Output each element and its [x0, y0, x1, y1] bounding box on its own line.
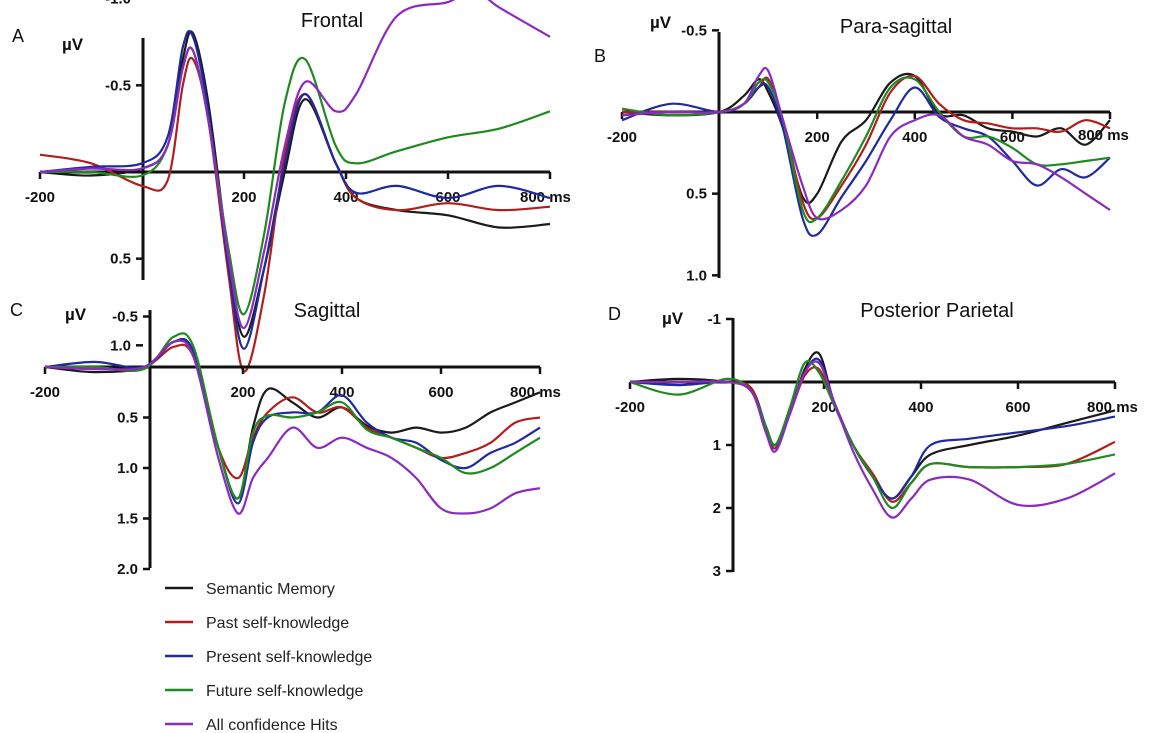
panel-letter: B [594, 46, 606, 66]
y-tick-label: -1 [708, 311, 721, 328]
y-tick-label: -1.0 [105, 0, 131, 8]
x-tick-label: 200 [805, 129, 830, 146]
series-line-past-self-knowledge [44, 343, 541, 480]
panel-letter: D [608, 304, 621, 324]
legend-label: Past self-knowledge [206, 615, 349, 632]
panel-title: Posterior Parietal [860, 300, 1013, 322]
series-line-future-self-knowledge [44, 332, 541, 500]
x-tick-label: 600 [1005, 399, 1030, 416]
y-tick-label: 2 [713, 500, 721, 517]
x-tick-label: 600 [428, 384, 453, 401]
y-axis-label: µV [65, 305, 87, 324]
x-tick-label: 200 [231, 189, 256, 206]
y-tick-label: 0.5 [110, 251, 131, 268]
panel-title: Para-sagittal [840, 16, 952, 38]
x-unit-label: 800 ms [1078, 127, 1129, 144]
y-tick-label: 0.5 [117, 410, 138, 427]
panel-title: Frontal [301, 10, 363, 32]
y-tick-label: 1 [713, 437, 721, 454]
y-tick-label: 3 [713, 563, 721, 580]
panel-A: FrontalAµV-1.5-1.0-0.50.51.0-20020040060… [12, 0, 571, 373]
x-unit-label: 800 ms [510, 384, 561, 401]
x-tick-label: 200 [230, 384, 255, 401]
y-tick-label: 1.5 [117, 511, 138, 528]
panel-letter: C [10, 300, 23, 320]
y-tick-label: 1.0 [110, 337, 131, 354]
y-tick-label: -0.5 [105, 77, 131, 94]
legend-label: Semantic Memory [206, 581, 335, 598]
y-tick-label: -0.5 [681, 22, 707, 39]
legend-label: Present self-knowledge [206, 649, 372, 666]
x-tick-label: 200 [811, 399, 836, 416]
y-tick-label: 1.0 [117, 460, 138, 477]
legend: Semantic Memory Past self-knowledge Presen… [165, 581, 372, 733]
y-tick-label: 1.0 [686, 267, 707, 284]
x-tick-label: -200 [615, 399, 645, 416]
y-tick-label: 0.5 [686, 186, 707, 203]
x-tick-label: -200 [25, 189, 55, 206]
y-tick-label: 2.0 [117, 561, 138, 578]
series-line-all-confidence-hits [39, 0, 551, 330]
panel-title: Sagittal [294, 300, 361, 322]
series-line-all-confidence-hits [621, 66, 1111, 221]
series-line-all-confidence-hits [630, 360, 1116, 519]
panel-letter: A [12, 26, 24, 46]
series-line-present-self-knowledge [621, 82, 1111, 237]
legend-label: All confidence Hits [206, 717, 338, 733]
y-tick-label: -0.5 [112, 309, 138, 326]
x-unit-label: 800 ms [1087, 399, 1138, 416]
x-tick-label: -200 [607, 129, 637, 146]
y-axis-label: µV [662, 309, 684, 328]
y-axis-label: µV [650, 13, 672, 32]
y-axis-label: µV [62, 35, 84, 54]
x-tick-label: 400 [908, 399, 933, 416]
x-tick-label: 400 [902, 129, 927, 146]
x-tick-label: -200 [30, 384, 60, 401]
legend-label: Future self-knowledge [206, 683, 364, 700]
series-line-all-confidence-hits [44, 339, 541, 515]
series-line-present-self-knowledge [39, 29, 551, 350]
series-line-semantic-memory [621, 72, 1111, 205]
panel-D: Posterior Parietal D µV -1 1 2 3 -200 200 400 600 8… [608, 300, 1138, 580]
series-line-past-self-knowledge [39, 56, 551, 373]
